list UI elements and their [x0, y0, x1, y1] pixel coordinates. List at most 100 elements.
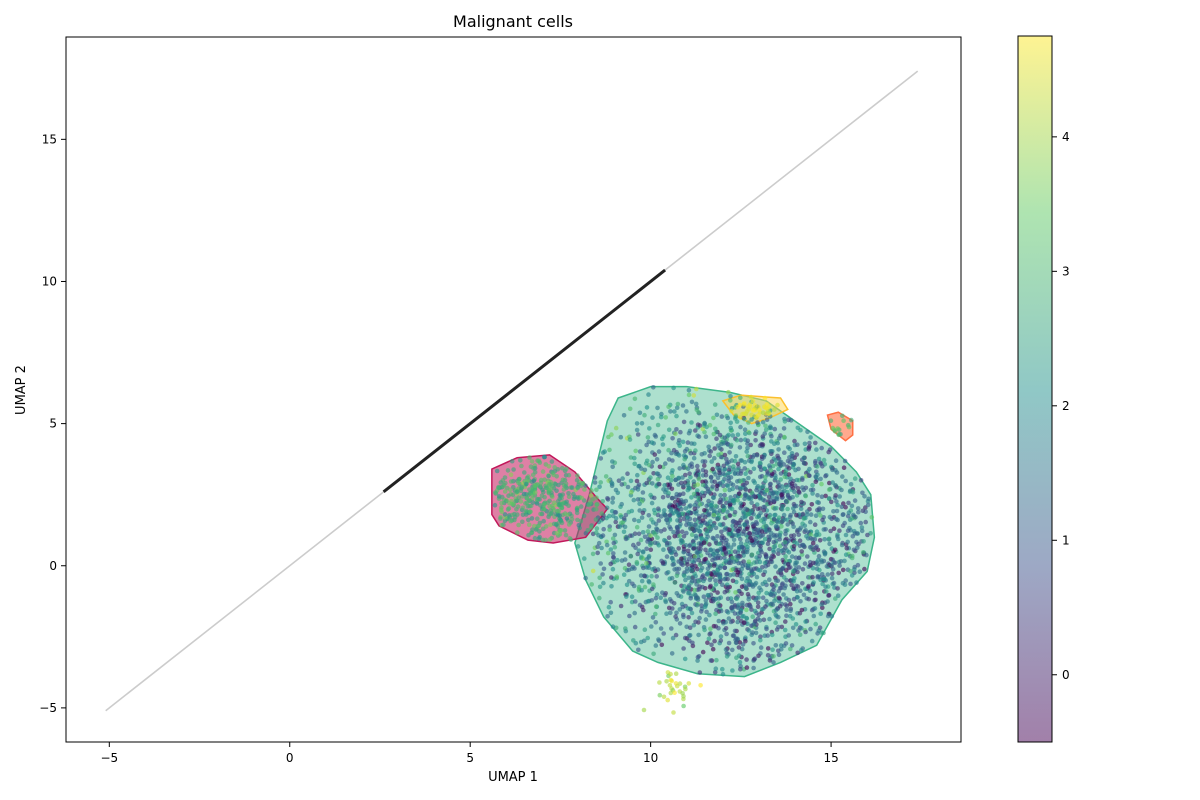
scatter-point [761, 572, 766, 578]
scatter-point [742, 482, 747, 488]
scatter-point [505, 468, 511, 473]
scatter-point [820, 576, 826, 582]
scatter-point [627, 613, 632, 619]
scatter-point [540, 469, 546, 474]
scatter-point [756, 653, 761, 659]
scatter-point [558, 528, 563, 534]
scatter-point [502, 475, 508, 480]
scatter-point [656, 518, 662, 523]
scatter-point [648, 533, 653, 538]
scatter-point [777, 486, 782, 491]
scatter-point [609, 480, 614, 485]
scatter-point [632, 396, 638, 402]
scatter-point [697, 528, 702, 534]
colorbar-tick-label: 4 [1062, 130, 1070, 144]
scatter-point [544, 485, 549, 491]
scatter-point [692, 517, 698, 523]
scatter-point [800, 511, 806, 517]
scatter-point [605, 497, 611, 502]
scatter-point [581, 513, 587, 519]
scatter-point [619, 482, 625, 487]
scatter-point [810, 491, 815, 496]
scatter-point [675, 518, 680, 523]
scatter-point [715, 571, 721, 577]
scatter-point [719, 414, 725, 419]
scatter-point [726, 531, 732, 537]
scatter-point [524, 500, 530, 506]
scatter-point [703, 469, 709, 475]
scatter-point [783, 602, 788, 607]
scatter-point [610, 536, 616, 541]
colorbar-ticks: 0 1 2 3 4 [1052, 130, 1070, 682]
scatter-point [848, 482, 854, 487]
scatter-point [717, 445, 722, 451]
scatter-point [748, 394, 754, 400]
scatter-point [810, 540, 816, 546]
scatter-point [671, 385, 676, 391]
scatter-point [708, 506, 714, 512]
scatter-point [551, 500, 557, 506]
scatter-point [740, 515, 745, 521]
scatter-point [734, 437, 740, 443]
scatter-point [548, 508, 553, 513]
scatter-point [651, 385, 656, 390]
scatter-point [749, 458, 754, 464]
scatter-point [755, 600, 761, 605]
scatter-point [827, 480, 832, 486]
scatter-point [696, 654, 702, 659]
scatter-point [688, 503, 693, 508]
scatter-point [696, 497, 702, 503]
scatter-point [590, 551, 596, 557]
scatter-point [783, 641, 789, 646]
scatter-point [622, 550, 628, 555]
scatter-point [744, 449, 749, 454]
scatter-point [597, 484, 602, 490]
scatter-point [794, 560, 800, 565]
scatter-point [596, 540, 602, 546]
scatter-point [754, 559, 759, 565]
scatter-point [576, 522, 582, 528]
scatter-point [713, 540, 719, 546]
scatter-point [559, 502, 565, 507]
scatter-point [710, 484, 715, 489]
scatter-point [756, 412, 761, 418]
scatter-point [743, 585, 749, 590]
scatter-point [726, 616, 732, 621]
scatter-point [832, 560, 838, 566]
scatter-point [749, 516, 754, 521]
scatter-point [676, 438, 682, 443]
colorbar-tick-label: 1 [1062, 533, 1070, 547]
scatter-point [788, 608, 793, 613]
scatter-point [674, 405, 680, 411]
scatter-point [684, 409, 689, 414]
scatter-point [746, 582, 751, 587]
scatter-point [670, 468, 675, 473]
scatter-point [757, 553, 762, 559]
scatter-point [738, 501, 743, 506]
x-tick-label: 0 [286, 751, 294, 765]
scatter-point [726, 640, 732, 646]
scatter-point [695, 658, 700, 663]
x-axis-ticks: −5 0 5 10 15 [100, 742, 839, 765]
scatter-point [803, 629, 808, 635]
scatter-point [819, 445, 824, 451]
scatter-point [657, 692, 663, 698]
scatter-point [515, 489, 520, 494]
scatter-point [681, 491, 686, 497]
scatter-point [648, 540, 653, 546]
scatter-point [782, 627, 788, 633]
scatter-point [693, 472, 699, 478]
scatter-point [737, 491, 742, 497]
scatter-point [667, 548, 673, 554]
scatter-point [639, 587, 644, 593]
scatter-point [744, 607, 749, 613]
scatter-point [518, 499, 524, 504]
scatter-point [541, 454, 547, 460]
scatter-point [647, 426, 652, 431]
scatter-point [666, 427, 672, 433]
scatter-point [745, 576, 750, 581]
scatter-point [818, 513, 823, 518]
scatter-point [862, 566, 867, 572]
scatter-point [540, 487, 545, 493]
scatter-point [754, 574, 760, 580]
